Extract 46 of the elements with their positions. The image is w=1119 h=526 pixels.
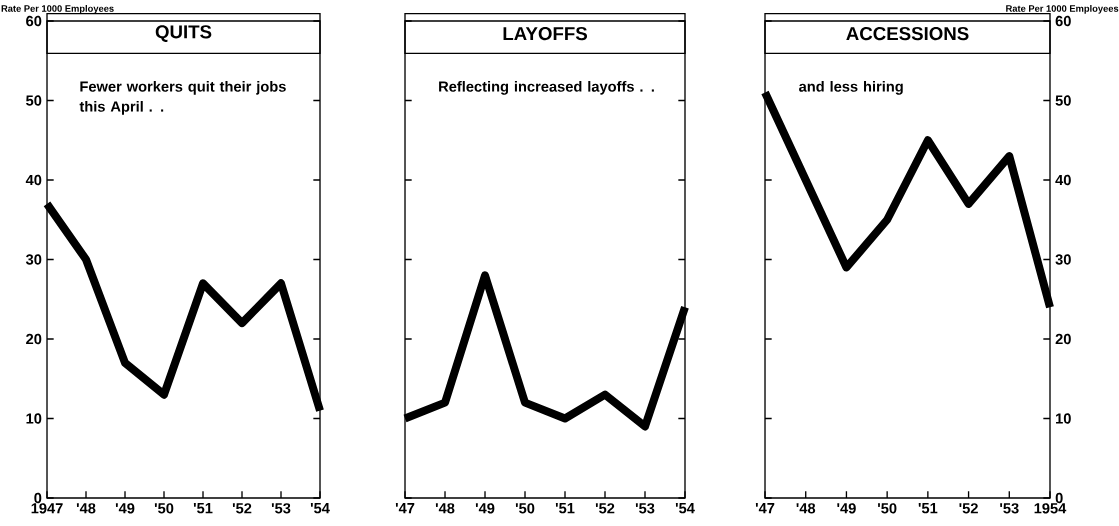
y2-axis-title: Rate Per 1000 Employees bbox=[1006, 4, 1119, 14]
y-tick-label: 10 bbox=[26, 413, 42, 424]
y-tick-label: 40 bbox=[25, 174, 42, 186]
annotation: Fewer workers quit their jobs this April . . bbox=[79, 80, 286, 115]
y2-tick-label: 20 bbox=[1055, 333, 1071, 345]
y2-tick-label: 10 bbox=[1056, 413, 1071, 424]
x-tick-label: '52 bbox=[232, 503, 252, 514]
y-axis-title: Rate Per 1000 Employees bbox=[1, 4, 114, 14]
y2-tick-label: 60 bbox=[1055, 15, 1071, 27]
x-tick-label: '48 bbox=[76, 503, 96, 514]
y-tick-label: 20 bbox=[26, 333, 42, 345]
chart-title: ACCESSIONS bbox=[846, 26, 969, 41]
x-tick-label: '53 bbox=[271, 503, 291, 514]
chart-title: LAYOFFS bbox=[503, 26, 588, 41]
x-tick-label: '53 bbox=[635, 503, 655, 514]
x-tick-label: '49 bbox=[115, 503, 135, 514]
x-tick-label: '50 bbox=[154, 503, 174, 514]
y2-tick-label: 40 bbox=[1055, 174, 1071, 186]
x-tick-label: '47 bbox=[755, 503, 775, 514]
x-tick-label: '51 bbox=[918, 503, 938, 514]
x-tick-label: '53 bbox=[1000, 503, 1019, 514]
y2-tick-label: 0 bbox=[1055, 492, 1063, 504]
x-tick-label: '54 bbox=[675, 503, 695, 514]
x-tick-label: '54 bbox=[310, 503, 330, 514]
chart-title: QUITS bbox=[155, 25, 212, 42]
y-tick-label: 50 bbox=[26, 95, 42, 106]
y-tick-label: 60 bbox=[26, 15, 42, 27]
x-tick-label: '52 bbox=[959, 503, 978, 514]
x-tick-label: '50 bbox=[878, 503, 897, 514]
x-tick-label: '52 bbox=[595, 503, 615, 514]
y-tick-label: 0 bbox=[34, 492, 42, 504]
x-tick-label: 1947 bbox=[31, 503, 63, 514]
x-tick-label: '51 bbox=[555, 503, 575, 514]
x-tick-label: '48 bbox=[435, 503, 455, 514]
annotation: Reflecting increased layoffs . . bbox=[439, 80, 654, 95]
y2-tick-label: 30 bbox=[1055, 254, 1071, 265]
annotation: and less hiring bbox=[799, 80, 903, 95]
x-tick-label: '48 bbox=[796, 503, 816, 514]
x-tick-label: '50 bbox=[515, 503, 535, 514]
x-tick-label: '51 bbox=[193, 503, 213, 514]
y-tick-label: 30 bbox=[25, 254, 42, 265]
x-tick-label: '49 bbox=[837, 503, 856, 514]
x-tick-label: '49 bbox=[475, 503, 495, 514]
x-tick-label: 1954 bbox=[1034, 503, 1067, 514]
x-tick-label: '47 bbox=[395, 503, 415, 514]
y2-tick-label: 50 bbox=[1055, 95, 1071, 106]
